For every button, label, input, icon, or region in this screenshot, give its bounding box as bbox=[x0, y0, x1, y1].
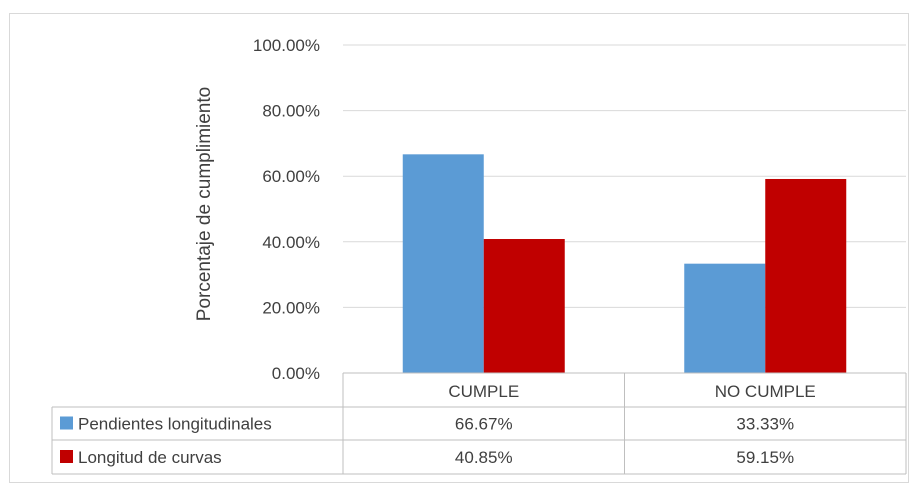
x-category-label: NO CUMPLE bbox=[715, 382, 816, 401]
x-category-label: CUMPLE bbox=[448, 382, 519, 401]
legend-series-name: Pendientes longitudinales bbox=[78, 415, 272, 434]
table-cell-value: 59.15% bbox=[736, 448, 794, 467]
y-axis-label: Porcentaje de cumplimiento bbox=[194, 87, 215, 321]
legend-series-name: Longitud de curvas bbox=[78, 448, 222, 467]
y-tick-label: 60.00% bbox=[262, 167, 320, 186]
table-cell-value: 66.67% bbox=[455, 415, 513, 434]
y-tick-label: 80.00% bbox=[262, 102, 320, 121]
y-tick-label: 0.00% bbox=[272, 364, 320, 383]
legend-swatch bbox=[60, 450, 73, 463]
data-table: CUMPLE NO CUMPLE Pendientes longitudinales… bbox=[51, 372, 907, 475]
y-tick-labels: 0.00% 20.00% 40.00% 60.00% 80.00% 100.00% bbox=[253, 36, 320, 383]
y-tick-label: 100.00% bbox=[253, 36, 320, 55]
bars bbox=[402, 154, 847, 373]
bar-longitud-de-curvas-no-cumple bbox=[765, 178, 847, 373]
table-cell-value: 40.85% bbox=[455, 448, 513, 467]
y-tick-label: 20.00% bbox=[262, 298, 320, 317]
bar-pendientes-longitudinales-cumple bbox=[402, 154, 484, 373]
table-cell-value: 33.33% bbox=[736, 415, 794, 434]
bar-longitud-de-curvas-cumple bbox=[483, 239, 565, 373]
bar-pendientes-longitudinales-no-cumple bbox=[684, 263, 766, 373]
y-tick-label: 40.00% bbox=[262, 233, 320, 252]
legend-swatch bbox=[60, 416, 73, 430]
